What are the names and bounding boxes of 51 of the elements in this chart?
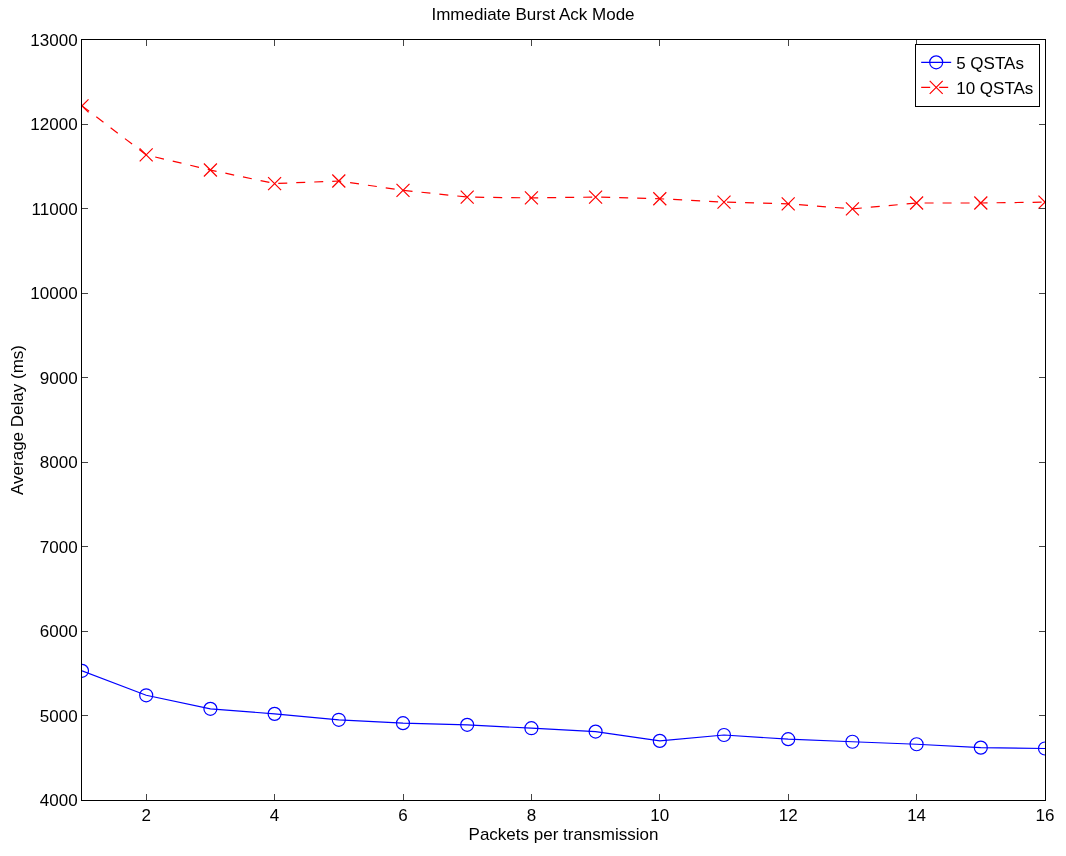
y-tick-label: 5000	[39, 706, 78, 726]
x-tick-label: 12	[778, 806, 798, 826]
point	[460, 717, 475, 732]
point	[781, 732, 796, 747]
point	[845, 734, 860, 749]
y-tick-label: 8000	[39, 453, 78, 473]
x-tick-label: 6	[398, 806, 408, 826]
point	[652, 733, 667, 748]
y-tick-label: 6000	[39, 622, 78, 642]
x-tick-label: 10	[650, 806, 670, 826]
point	[331, 173, 346, 189]
y-tick-label: 10000	[30, 284, 78, 304]
point	[139, 147, 154, 162]
point	[588, 724, 603, 739]
x-tick-label: 4	[269, 806, 280, 826]
legend-label: 5 QSTAs	[956, 53, 1024, 73]
point	[909, 195, 924, 211]
y-tick-label: 11000	[31, 199, 78, 219]
point	[267, 706, 282, 721]
point	[973, 195, 988, 211]
point	[203, 701, 218, 716]
legend-label: 10 QSTAs	[956, 79, 1034, 99]
y-axis-title: Average Delay (ms)	[7, 345, 27, 495]
x-tick-label: 8	[526, 806, 537, 826]
point	[203, 162, 218, 178]
point	[460, 189, 475, 205]
point	[973, 740, 988, 755]
point	[652, 191, 667, 206]
point	[716, 727, 732, 743]
point	[716, 195, 732, 210]
point	[781, 196, 796, 211]
x-axis-title: Packets per transmission	[468, 825, 659, 845]
chart-title: Immediate Burst Ack Mode	[431, 5, 635, 25]
point	[331, 712, 346, 727]
point	[909, 737, 924, 752]
point	[267, 176, 282, 191]
y-tick-label: 12000	[30, 115, 78, 135]
point	[588, 189, 603, 205]
y-tick-label: 13000	[30, 30, 78, 50]
point	[524, 721, 539, 736]
x-tick-label: 14	[907, 806, 927, 826]
y-tick-label: 4000	[39, 790, 78, 810]
point	[395, 716, 411, 731]
point	[395, 183, 411, 198]
point	[524, 190, 539, 206]
point	[139, 688, 154, 703]
x-tick-label: 2	[141, 806, 151, 826]
y-tick-label: 9000	[39, 368, 78, 388]
y-tick-label: 7000	[39, 537, 78, 557]
point	[845, 201, 860, 216]
x-tick-label: 16	[1035, 806, 1055, 826]
